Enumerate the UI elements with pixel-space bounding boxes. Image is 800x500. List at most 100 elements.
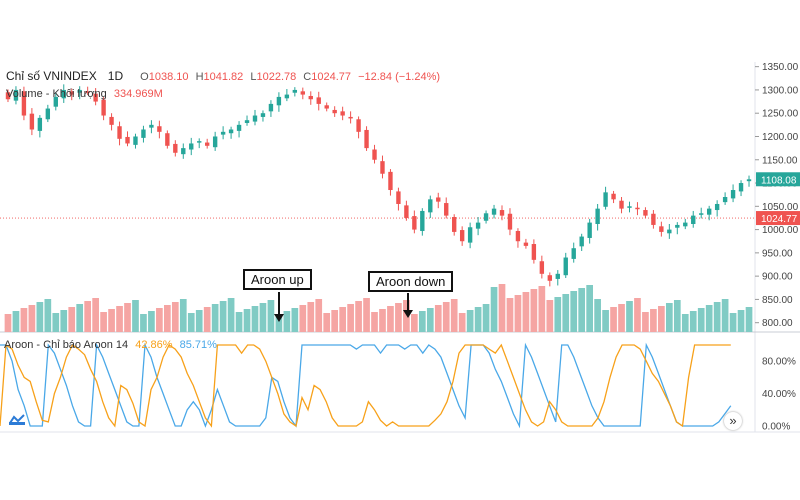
aroon-label[interactable]: Aroon - Chỉ báo Aroon 14 <box>4 339 129 351</box>
volume-label[interactable]: Volume - Khối lượng <box>6 88 107 100</box>
volume-bar <box>52 313 60 332</box>
open-label: O <box>140 71 149 83</box>
aroon-header[interactable]: Aroon - Chỉ báo Aroon 14 42.86% 85.71% <box>4 339 217 351</box>
volume-bar <box>219 301 227 332</box>
candle-body <box>380 161 385 174</box>
candle-body <box>165 133 170 146</box>
candle-body <box>13 89 19 101</box>
price-badge <box>756 211 800 226</box>
candle-body <box>189 143 194 150</box>
candle-body <box>627 206 632 208</box>
interval-label[interactable]: 1D <box>107 69 124 83</box>
volume-bar <box>211 304 219 332</box>
candle-body <box>117 126 122 139</box>
volume-bar <box>291 308 299 332</box>
candle-body <box>499 210 505 216</box>
price-tick-label: 1250.00 <box>762 109 799 120</box>
volume-bar <box>203 307 211 332</box>
volume-bar <box>4 314 12 332</box>
candle-body <box>372 149 377 160</box>
volume-bar <box>522 292 530 332</box>
scroll-right-icon[interactable]: » <box>724 412 742 430</box>
volume-bar <box>283 311 291 332</box>
aroon-tick-label: 80.00% <box>762 357 796 368</box>
price-tick-label: 1350.00 <box>762 62 799 73</box>
candles <box>5 84 752 287</box>
volume-bar <box>12 311 20 332</box>
candle-body <box>515 230 521 242</box>
volume-bar <box>275 314 283 332</box>
volume-bar <box>251 306 259 332</box>
volume-bar <box>642 312 649 332</box>
aroon-down-arrowhead <box>403 310 413 318</box>
volume-bar <box>379 309 386 332</box>
candle-body <box>5 92 11 100</box>
volume-bar <box>650 309 657 332</box>
candle-body <box>667 229 672 234</box>
volume-bar <box>179 299 187 332</box>
symbol-name[interactable]: Chỉ số VNINDEX <box>6 69 97 83</box>
volume-bar <box>697 308 705 332</box>
candle-body <box>563 257 568 276</box>
ohlc-close: C1024.77 <box>303 71 351 83</box>
price-badge-label: 1108.08 <box>761 175 797 186</box>
candle-body <box>29 113 35 130</box>
volume-bar <box>148 311 155 332</box>
volume-bar <box>426 308 434 332</box>
volume-bar <box>721 299 729 332</box>
volume-bar <box>450 299 458 332</box>
volume-bar <box>171 302 179 332</box>
close-label: C <box>303 71 312 83</box>
candle-body <box>738 183 744 192</box>
volume-bar <box>299 305 307 332</box>
volume-bar <box>602 310 609 332</box>
candle-body <box>603 192 608 207</box>
volume-bar <box>235 312 243 332</box>
candle-body <box>340 111 345 116</box>
volume-bar <box>76 304 84 332</box>
candle-body <box>420 210 425 231</box>
candle-body <box>683 222 688 227</box>
aroon-lines <box>0 342 732 429</box>
chart-settings-icon[interactable] <box>8 412 26 426</box>
candle-body <box>555 273 560 279</box>
volume-bar <box>92 298 99 332</box>
volume-bars <box>4 284 753 332</box>
candle-body <box>714 203 720 211</box>
candle-body <box>69 91 74 95</box>
volume-bar <box>673 300 681 332</box>
volume-bar <box>490 287 498 332</box>
volume-bar <box>546 300 554 332</box>
candle-body <box>133 136 138 145</box>
price-tick-label: 950.00 <box>762 248 793 259</box>
candle-body <box>691 215 696 224</box>
candle-body <box>61 89 66 99</box>
volume-bar <box>665 303 673 332</box>
volume-bar <box>578 288 586 332</box>
volume-bar <box>395 303 402 332</box>
volume-header[interactable]: Volume - Khối lượng 334.969M <box>6 88 163 100</box>
candle-body <box>444 203 449 216</box>
aroon-up-callout: Aroon up <box>243 269 312 290</box>
volume-bar <box>403 300 410 332</box>
volume-bar <box>227 298 235 332</box>
candle-body <box>292 89 298 93</box>
volume-bar <box>100 312 107 332</box>
symbol-header[interactable]: Chỉ số VNINDEX 1D O1038.10 H1041.82 L102… <box>6 69 440 83</box>
candle-body <box>109 116 114 125</box>
volume-bar <box>626 301 633 332</box>
volume-bar <box>187 313 195 332</box>
price-tick-label: 1000.00 <box>762 225 799 236</box>
candle-body <box>595 208 600 224</box>
candle-body <box>539 261 545 274</box>
candle-body <box>252 115 258 122</box>
candle-body <box>85 91 90 93</box>
volume-bar <box>570 291 578 332</box>
candle-body <box>244 120 250 123</box>
volume-bar <box>267 300 275 332</box>
volume-bar <box>538 286 546 332</box>
candle-body <box>77 89 82 93</box>
candle-body <box>45 108 51 120</box>
candle-body <box>276 96 282 106</box>
